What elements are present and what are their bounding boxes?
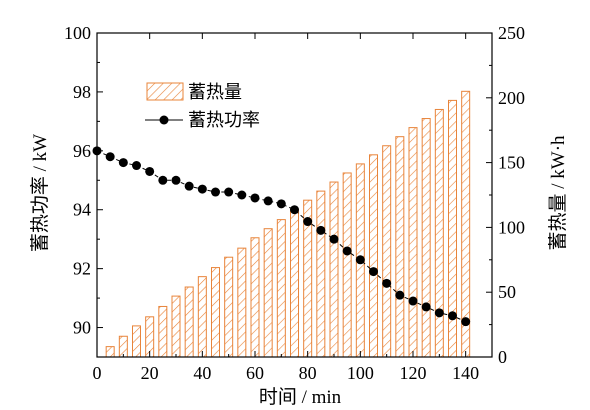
tick-labels: 0 20 40 60 80 100 120 140 90 92 94 96 98 100 0 50 100 150… xyxy=(64,23,525,383)
power-point-11 xyxy=(237,190,247,200)
power-point-16 xyxy=(303,217,313,227)
legend-label-line: 蓄热功率 xyxy=(188,110,260,130)
x-tick-label-5: 100 xyxy=(347,363,374,383)
power-point-3 xyxy=(132,161,141,171)
power-point-4 xyxy=(145,166,155,176)
y-right-tick-label-2: 100 xyxy=(498,217,525,237)
bar-27 xyxy=(461,90,471,358)
bar-25 xyxy=(434,108,444,358)
power-point-13 xyxy=(263,196,273,206)
x-tick-label-4: 80 xyxy=(299,363,317,383)
bar-5 xyxy=(171,295,181,358)
bar-8 xyxy=(211,267,220,358)
bar-13 xyxy=(276,219,286,358)
y-left-tick-label-4: 98 xyxy=(73,82,91,102)
power-point-27 xyxy=(448,311,457,321)
y-left-tick-label-1: 92 xyxy=(73,259,91,279)
power-point-28 xyxy=(461,317,471,327)
power-point-23 xyxy=(395,290,405,300)
x-tick-label-2: 40 xyxy=(193,363,211,383)
bar-3 xyxy=(145,316,155,358)
x-tick-label-0: 0 xyxy=(93,363,102,383)
bar-14 xyxy=(290,208,299,358)
power-point-25 xyxy=(421,302,431,312)
y-right-tick-label-4: 200 xyxy=(498,88,525,108)
power-point-12 xyxy=(250,193,260,203)
power-point-9 xyxy=(211,187,220,197)
x-tick-label-6: 120 xyxy=(400,363,427,383)
power-point-5 xyxy=(158,175,168,185)
x-tick-label-3: 60 xyxy=(246,363,264,383)
y-left-tick-label-0: 90 xyxy=(73,318,91,338)
bar-24 xyxy=(421,118,431,358)
power-point-8 xyxy=(197,184,207,194)
x-tick-label-1: 20 xyxy=(141,363,159,383)
bar-23 xyxy=(408,127,418,358)
bar-21 xyxy=(382,145,392,358)
bar-22 xyxy=(395,136,405,358)
power-point-2 xyxy=(118,158,128,168)
bar-series-heat-storage xyxy=(105,90,471,358)
axes xyxy=(96,32,493,358)
bar-17 xyxy=(329,181,339,358)
y-left-tick-label-5: 100 xyxy=(64,23,91,43)
power-point-20 xyxy=(355,255,365,265)
bar-18 xyxy=(342,172,352,358)
y-axis-label-right: 蓄热量 / kW·h xyxy=(547,135,569,251)
bar-4 xyxy=(158,305,168,358)
power-point-26 xyxy=(434,308,444,318)
y-right-tick-label-0: 0 xyxy=(498,347,507,367)
power-point-15 xyxy=(290,205,299,215)
power-point-22 xyxy=(382,278,392,288)
power-point-1 xyxy=(105,152,115,162)
y-right-tick-label-5: 250 xyxy=(498,23,525,43)
legend-swatch-marker xyxy=(159,115,169,125)
bar-6 xyxy=(184,286,194,358)
y-left-tick-label-2: 94 xyxy=(73,200,91,220)
bar-16 xyxy=(316,190,326,358)
power-point-19 xyxy=(342,246,352,256)
bar-20 xyxy=(369,154,378,358)
y-left-tick-label-3: 96 xyxy=(73,141,91,161)
y-right-tick-label-1: 50 xyxy=(498,282,516,302)
bar-2 xyxy=(132,325,141,358)
power-point-6 xyxy=(171,175,181,185)
y-axis-label-left: 蓄热功率 / kW xyxy=(29,134,51,252)
power-point-21 xyxy=(369,267,378,277)
bar-11 xyxy=(250,237,260,358)
bar-1 xyxy=(118,335,128,358)
bar-10 xyxy=(237,247,247,358)
power-point-7 xyxy=(184,181,194,191)
bar-9 xyxy=(224,256,234,358)
power-point-18 xyxy=(329,234,339,244)
x-axis-label: 时间 / min xyxy=(259,386,342,408)
x-tick-label-7: 140 xyxy=(452,363,479,383)
bar-0 xyxy=(105,346,115,358)
bar-7 xyxy=(197,276,207,358)
power-point-10 xyxy=(224,187,234,197)
power-point-24 xyxy=(408,296,418,306)
legend-label-bar: 蓄热量 xyxy=(188,82,242,102)
legend-swatch-bar xyxy=(146,82,184,101)
bar-12 xyxy=(263,228,273,358)
power-point-14 xyxy=(276,199,286,209)
y-right-tick-label-3: 150 xyxy=(498,153,525,173)
power-point-17 xyxy=(316,225,326,235)
